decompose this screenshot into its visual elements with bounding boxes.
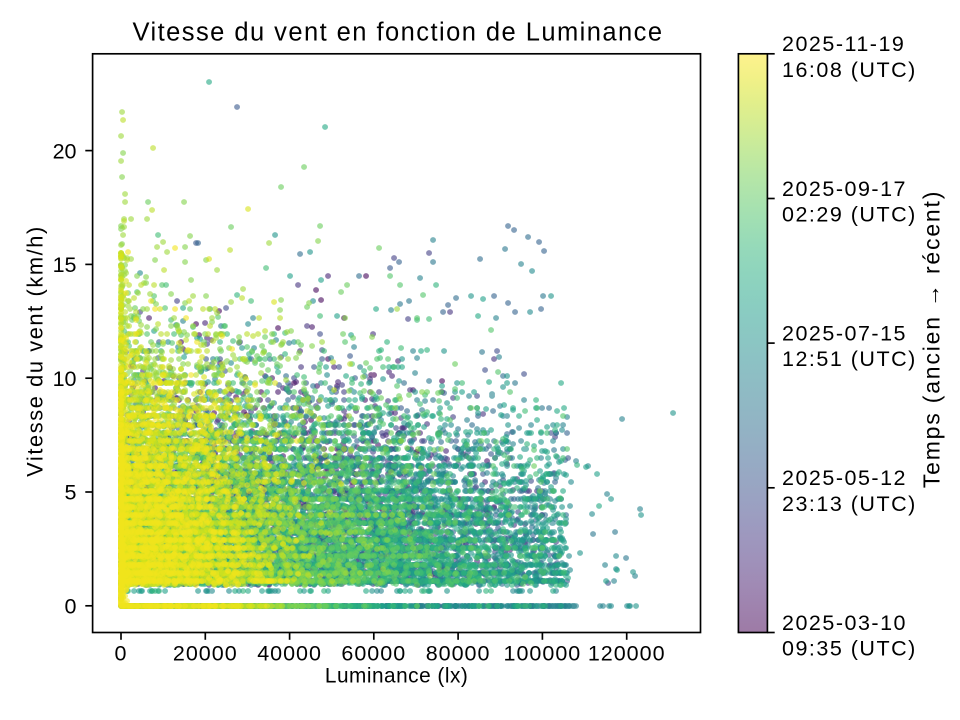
svg-text:5: 5 [65, 481, 77, 505]
svg-text:0: 0 [115, 642, 128, 666]
svg-text:16:08 (UTC): 16:08 (UTC) [782, 58, 917, 82]
svg-text:2025-05-12: 2025-05-12 [782, 466, 907, 490]
svg-text:Temps (ancien → récent): Temps (ancien → récent) [919, 190, 945, 488]
svg-text:10: 10 [53, 367, 77, 391]
svg-text:2025-11-19: 2025-11-19 [782, 32, 905, 56]
svg-text:80000: 80000 [426, 642, 491, 666]
svg-text:15: 15 [53, 253, 77, 277]
svg-text:2025-03-10: 2025-03-10 [782, 611, 907, 635]
svg-text:0: 0 [65, 595, 77, 619]
svg-text:2025-07-15: 2025-07-15 [782, 321, 907, 345]
svg-text:23:13 (UTC): 23:13 (UTC) [782, 492, 917, 516]
svg-text:02:29 (UTC): 02:29 (UTC) [782, 203, 917, 227]
svg-text:12:51 (UTC): 12:51 (UTC) [782, 347, 917, 371]
svg-text:2025-09-17: 2025-09-17 [782, 177, 907, 201]
svg-text:Vitesse du vent (km/h): Vitesse du vent (km/h) [23, 225, 48, 477]
svg-text:60000: 60000 [341, 642, 406, 666]
svg-text:40000: 40000 [257, 642, 322, 666]
svg-text:Luminance (lx): Luminance (lx) [325, 665, 468, 688]
svg-text:120000: 120000 [588, 642, 666, 666]
svg-text:20000: 20000 [173, 642, 238, 666]
svg-text:Vitesse du vent en fonction de: Vitesse du vent en fonction de Luminance [132, 18, 663, 46]
svg-text:09:35 (UTC): 09:35 (UTC) [782, 637, 917, 661]
svg-text:20: 20 [53, 139, 77, 163]
svg-text:100000: 100000 [504, 642, 582, 666]
